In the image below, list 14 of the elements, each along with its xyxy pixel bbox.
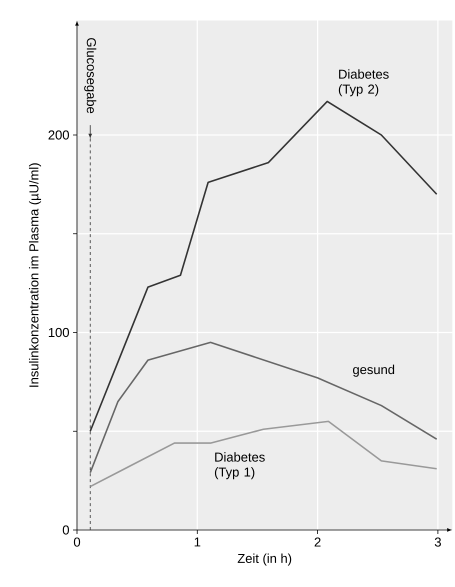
series-label: gesund: [353, 364, 394, 377]
x-axis-title: Zeit (in h): [238, 554, 292, 566]
y-axis-title: Insulinkonzentration im Plasma (µU/ml): [28, 163, 42, 387]
y-tick-label: 0: [62, 525, 69, 535]
x-tick-label: 2: [314, 537, 321, 547]
x-tick-label: 1: [194, 538, 200, 546]
y-tick-label: 200: [48, 130, 69, 140]
series-label: Diabetes (Typ 1): [214, 452, 265, 480]
y-tick-label: 100: [48, 328, 69, 338]
x-tick-label: 3: [434, 537, 441, 547]
x-tick-label: 0: [74, 537, 80, 547]
ref-line-label: Glucosegabe: [84, 38, 96, 114]
line-series: [89, 420, 438, 488]
series-label: Diabetes (Typ 2): [338, 69, 389, 96]
